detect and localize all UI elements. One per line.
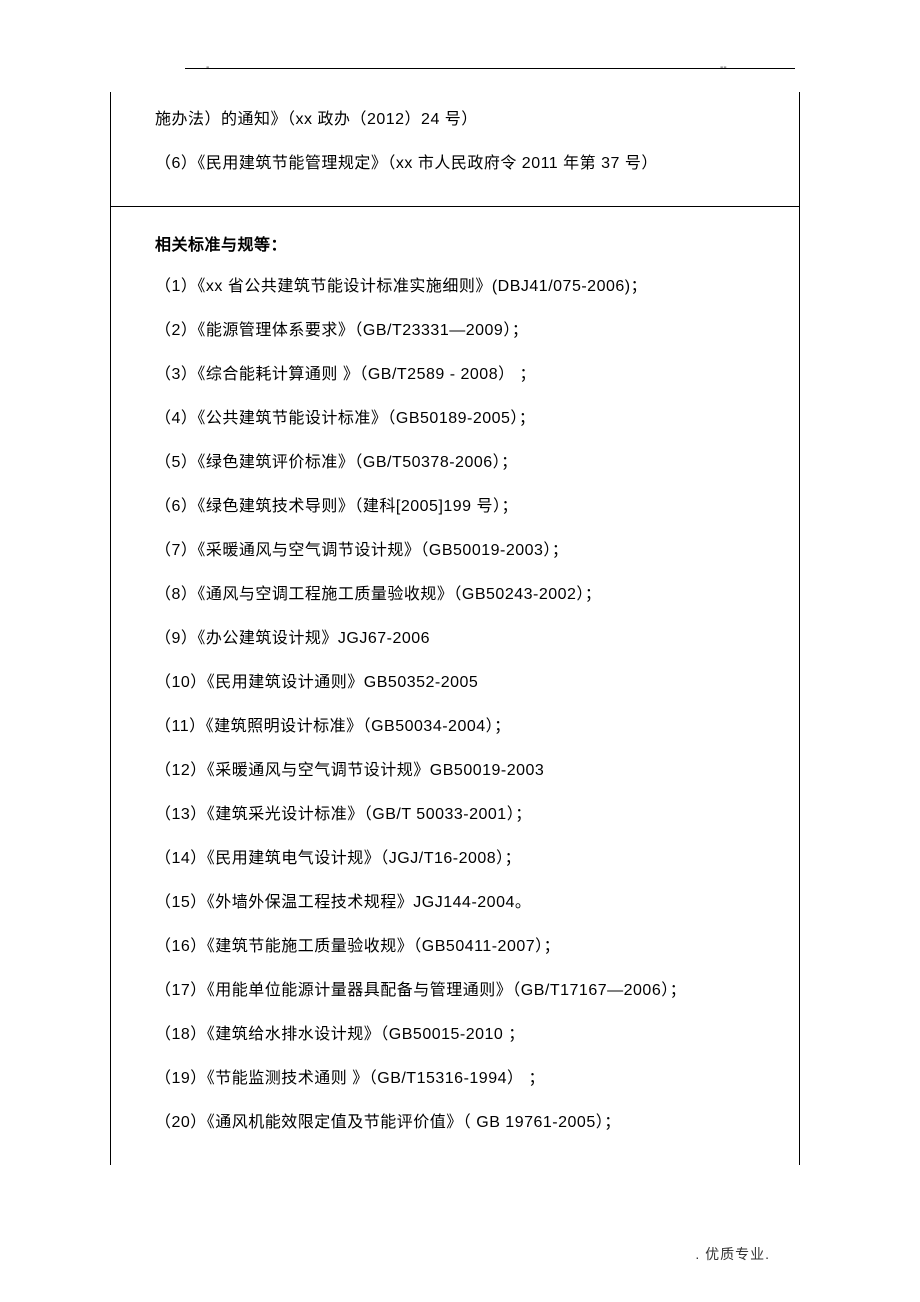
standard-item: （6）《绿色建筑技术导则》（建科[2005]199 号）； bbox=[155, 495, 781, 519]
footer-text: . 优质专业. bbox=[695, 1244, 770, 1264]
top-line-2: （6）《民用建筑节能管理规定》（xx 市人民政府令 2011 年第 37 号） bbox=[155, 152, 781, 176]
standard-item: （8）《通风与空调工程施工质量验收规》（GB50243-2002）； bbox=[155, 583, 781, 607]
standard-item: （19）《节能监测技术通则 》（GB/T15316-1994） ； bbox=[155, 1067, 781, 1091]
header-rule bbox=[185, 68, 795, 69]
page: - -- 施办法）的通知》（xx 政办（2012）24 号） （6）《民用建筑节… bbox=[0, 0, 920, 1302]
standard-item: （16）《建筑节能施工质量验收规》（GB50411-2007）； bbox=[155, 935, 781, 959]
standard-item: （14）《民用建筑电气设计规》（JGJ/T16-2008）； bbox=[155, 847, 781, 871]
standard-item: （1）《xx 省公共建筑节能设计标准实施细则》(DBJ41/075-2006)； bbox=[155, 275, 781, 299]
standard-item: （9）《办公建筑设计规》JGJ67-2006 bbox=[155, 627, 781, 651]
top-cell: 施办法）的通知》（xx 政办（2012）24 号） （6）《民用建筑节能管理规定… bbox=[111, 92, 799, 207]
standard-item: （5）《绿色建筑评价标准》（GB/T50378-2006）； bbox=[155, 451, 781, 475]
standard-item: （18）《建筑给水排水设计规》（GB50015-2010 ； bbox=[155, 1023, 781, 1047]
standard-item: （4）《公共建筑节能设计标准》（GB50189-2005）； bbox=[155, 407, 781, 431]
standard-item: （20）《通风机能效限定值及节能评价值》（ GB 19761-2005）； bbox=[155, 1111, 781, 1135]
standard-item: （10）《民用建筑设计通则》GB50352-2005 bbox=[155, 671, 781, 695]
standards-heading: 相关标准与规等： bbox=[155, 231, 781, 255]
standard-item: （13）《建筑采光设计标准》（GB/T 50033-2001）； bbox=[155, 803, 781, 827]
standard-item: （3）《综合能耗计算通则 》（GB/T2589 - 2008） ； bbox=[155, 363, 781, 387]
standard-item: （17）《用能单位能源计量器具配备与管理通则》（GB/T17167—2006）； bbox=[155, 979, 781, 1003]
standard-item: （15）《外墙外保温工程技术规程》JGJ144-2004。 bbox=[155, 891, 781, 915]
top-line-1: 施办法）的通知》（xx 政办（2012）24 号） bbox=[155, 108, 781, 132]
standard-item: （2）《能源管理体系要求》（GB/T23331—2009）； bbox=[155, 319, 781, 343]
standards-cell: 相关标准与规等： （1）《xx 省公共建筑节能设计标准实施细则》(DBJ41/0… bbox=[111, 207, 799, 1165]
content-table: 施办法）的通知》（xx 政办（2012）24 号） （6）《民用建筑节能管理规定… bbox=[110, 92, 800, 1165]
standard-item: （7）《采暖通风与空气调节设计规》（GB50019-2003）； bbox=[155, 539, 781, 563]
standard-item: （12）《采暖通风与空气调节设计规》GB50019-2003 bbox=[155, 759, 781, 783]
standard-item: （11）《建筑照明设计标准》（GB50034-2004）； bbox=[155, 715, 781, 739]
